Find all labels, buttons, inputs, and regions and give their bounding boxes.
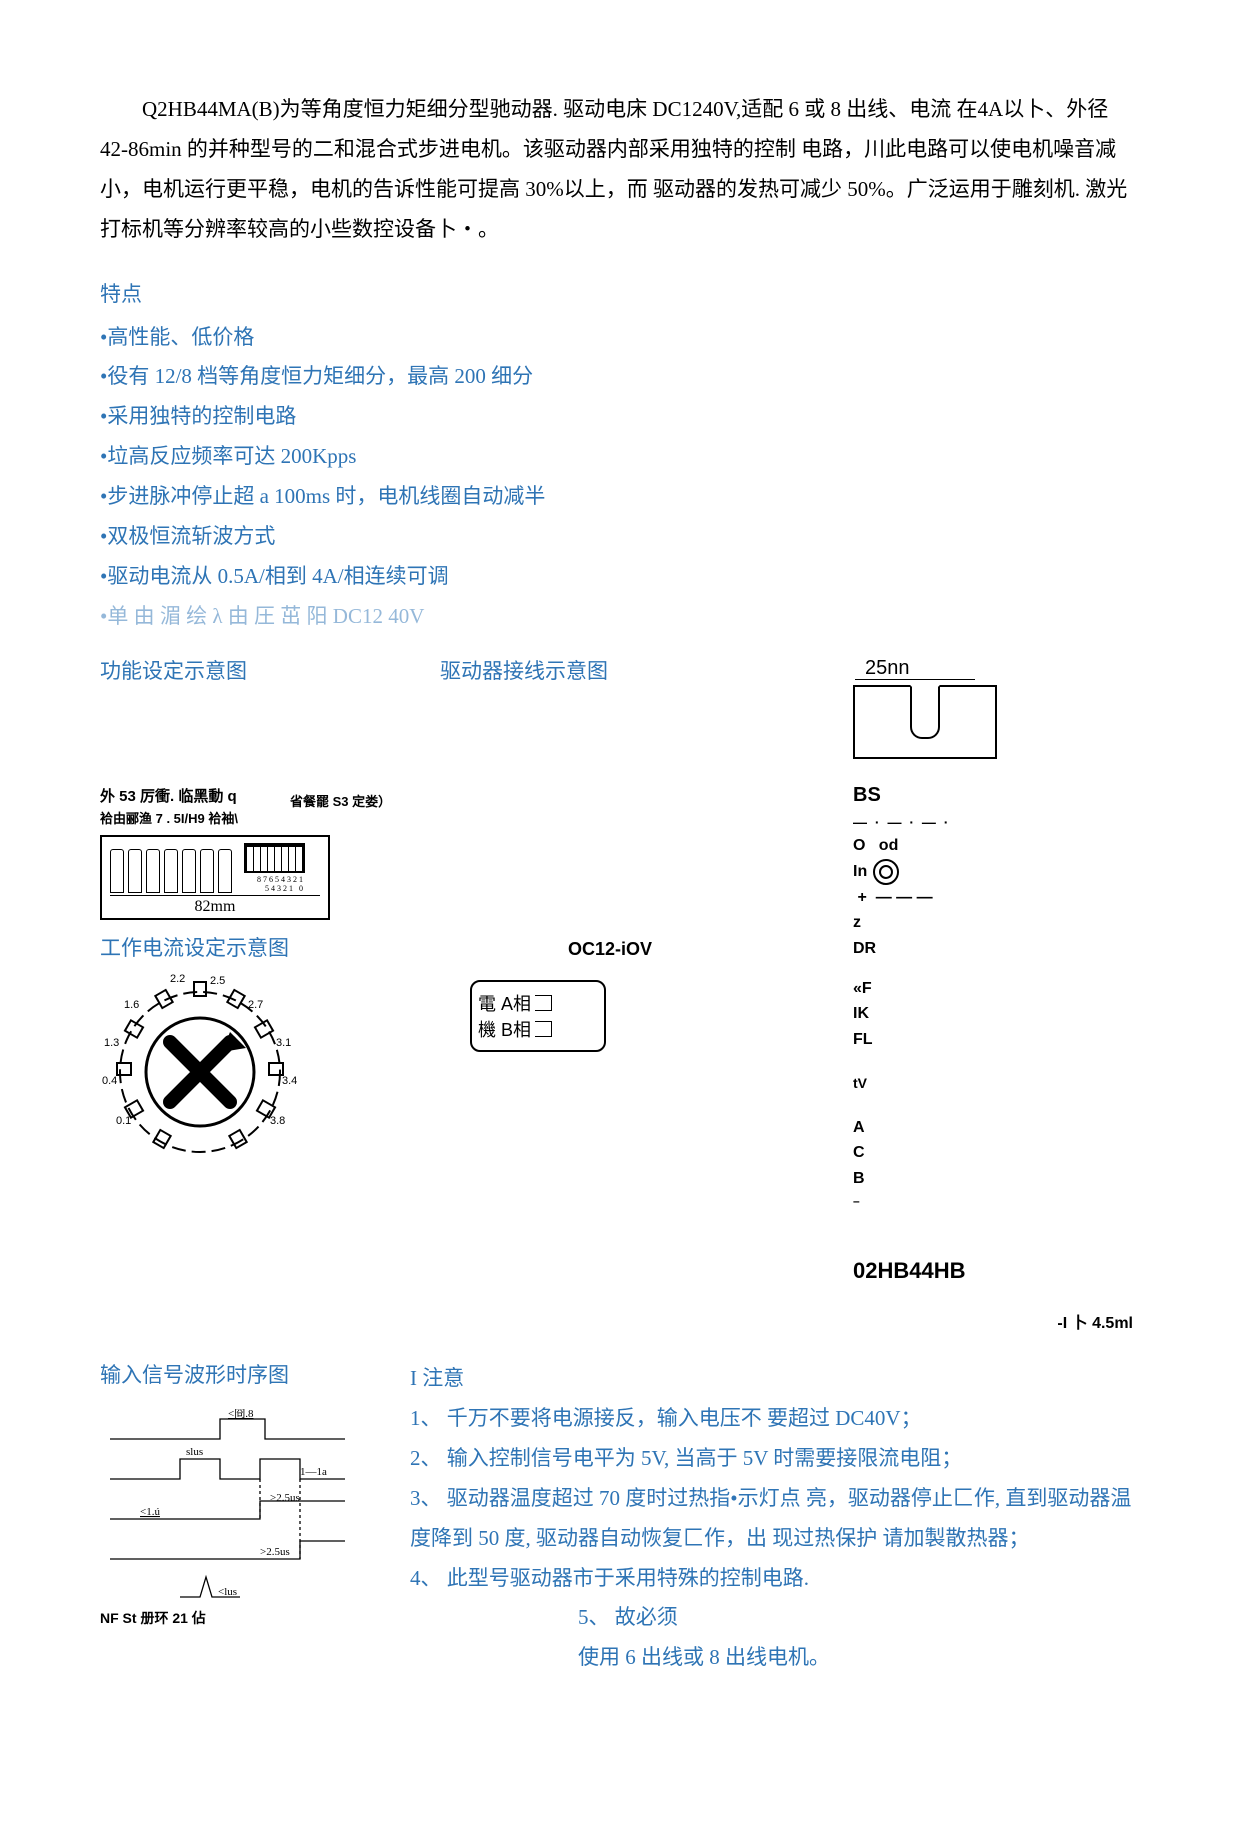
outline-diagram: 25nn — [853, 685, 997, 759]
dip-bank — [244, 843, 305, 873]
terminal-z: z — [853, 910, 1133, 936]
svg-text:2.2: 2.2 — [170, 973, 185, 985]
svg-text:2.7: 2.7 — [248, 999, 263, 1011]
slot-icon — [218, 849, 232, 893]
svg-text:>2.5us: >2.5us — [260, 1546, 290, 1558]
note-item: 1、 千万不要将电源接反，输入电压不 要超过 DC40V； — [410, 1399, 1133, 1439]
weight-label: -I 卜 4.5ml — [853, 1310, 1133, 1339]
slot-icon — [182, 849, 196, 893]
svg-text:3.8: 3.8 — [270, 1115, 285, 1127]
slot-icon — [200, 849, 214, 893]
terminal-od: od — [879, 837, 899, 854]
svg-text:0.4: 0.4 — [102, 1075, 117, 1087]
svg-text:2.5: 2.5 — [210, 975, 225, 987]
feature-list: •高性能、低价格 •役有 12/8 档等角度恒力矩细分，最高 200 细分 •采… — [100, 318, 1133, 625]
model-label: 02HB44HB — [853, 1251, 1133, 1291]
intro-paragraph: Q2HB44MA(B)为等角度恒力矩细分型驰动器. 驱动电床 DC1240V,适… — [100, 90, 1133, 250]
motor-connector-box: 電 A相 機 B相 — [470, 980, 606, 1052]
terminal-b: B — [853, 1166, 1133, 1192]
rotary-switch-diagram: 2.2 2.5 2.7 3.1 3.4 3.8 0.1 0.4 1.3 1.6 — [100, 972, 300, 1172]
terminal-plus: + — [857, 889, 866, 906]
outline-notch — [910, 685, 940, 739]
slot-icon — [128, 849, 142, 893]
svg-text:1—1a: 1—1a — [300, 1466, 327, 1478]
conn-line-b: 機 B相 — [478, 1016, 531, 1042]
dip-switch-box: 8765432154321 0 82mm — [100, 835, 330, 920]
terminal-f: «F — [853, 976, 1133, 1002]
svg-text:slus: slus — [186, 1446, 203, 1458]
svg-text:3.4: 3.4 — [282, 1075, 297, 1087]
terminal-o: O — [853, 837, 865, 854]
oc-voltage-label: OC12-iOV — [440, 939, 780, 960]
dash-line: — · — · — · — [853, 811, 1133, 833]
concentric-icon — [873, 859, 899, 885]
timing-diagram: <冏.8 slus 1—1a >2.5us <1.ú — [100, 1409, 360, 1604]
terminal-ik: IK — [853, 1001, 1133, 1027]
slot-icon — [146, 849, 160, 893]
wiring-heading: 驱动器接线示意图 — [440, 655, 780, 685]
feature-item: •双极恒流斩波方式 — [100, 517, 1133, 557]
ext-line2: 袷由郦渔 7 . 5I/H9 袷袖\ — [100, 808, 420, 827]
svg-text:1.3: 1.3 — [104, 1037, 119, 1049]
terminal-bs: BS — [853, 779, 1133, 811]
feature-item-truncated: •单 由 湄 绘 λ 由 圧 茁 阳 DC12 40V — [100, 597, 1133, 625]
dimension-line — [855, 679, 975, 680]
timing-footer: NF St 册环 21 佔 — [100, 1608, 380, 1628]
slot-icon — [164, 849, 178, 893]
terminal-fl: FL — [853, 1027, 1133, 1053]
dimension-25-label: 25nn — [865, 657, 910, 680]
feature-item: •步进脉冲停止超 a 100ms 时，电机线圈自动减半 — [100, 477, 1133, 517]
conn-line-a: 電 A相 — [478, 990, 531, 1016]
svg-text:<1.ú: <1.ú — [140, 1506, 160, 1518]
slot-icon — [110, 849, 124, 893]
terminal-c: C — [853, 1140, 1133, 1166]
svg-text:>2.5us: >2.5us — [270, 1492, 300, 1504]
features-heading: 特点 — [100, 278, 1133, 308]
svg-text:0.1: 0.1 — [116, 1115, 131, 1127]
func-diagram-heading: 功能设定示意图 — [100, 655, 420, 685]
feature-item: •采用独特的控制电路 — [100, 397, 1133, 437]
terminal-dr: DR — [853, 936, 1133, 962]
note-item: 4、 此型号驱动器市于釆用特殊的控制电路. — [410, 1559, 1133, 1599]
note-item: 使用 6 出线或 8 出线电机。 — [410, 1638, 1133, 1678]
current-setting-heading: 工作电流设定示意图 — [100, 932, 420, 962]
dip-width-label: 82mm — [110, 896, 320, 916]
svg-text:<lus: <lus — [218, 1586, 237, 1598]
note-item: 5、 故必须 — [410, 1598, 1133, 1638]
svg-text:1.6: 1.6 — [124, 999, 139, 1011]
feature-item: •垃高反应频率可达 200Kpps — [100, 437, 1133, 477]
feature-item: •役有 12/8 档等角度恒力矩细分，最高 200 细分 — [100, 357, 1133, 397]
terminal-a: A — [853, 1115, 1133, 1141]
terminal-column: BS — · — · — · O od In + — — — z DR «F I… — [853, 759, 1133, 1339]
ext-sublabel: 省餐罷 S3 定娄） — [290, 791, 391, 810]
timing-heading: 输入信号波形时序图 — [100, 1359, 380, 1389]
notes-block: I 注意 1、 千万不要将电源接反，输入电压不 要超过 DC40V； 2、 输入… — [410, 1359, 1133, 1678]
svg-text:<冏.8: <冏.8 — [228, 1409, 254, 1420]
notes-heading: I 注意 — [410, 1359, 1133, 1399]
note-item: 3、 驱动器温度超过 70 度时过热指•示灯点 亮，驱动器停止匚作, 直到驱动器… — [410, 1479, 1133, 1559]
feature-item: •驱动电流从 0.5A/相到 4A/相连续可调 — [100, 557, 1133, 597]
dip-numbers: 8765432154321 0 — [244, 875, 305, 893]
note-item: 2、 输入控制信号电平为 5V, 当高于 5V 时需要接限流电阻； — [410, 1439, 1133, 1479]
svg-text:3.1: 3.1 — [276, 1037, 291, 1049]
terminal-in: In — [853, 863, 867, 880]
terminal-tv: tV — [853, 1072, 1133, 1094]
feature-item: •高性能、低价格 — [100, 318, 1133, 358]
